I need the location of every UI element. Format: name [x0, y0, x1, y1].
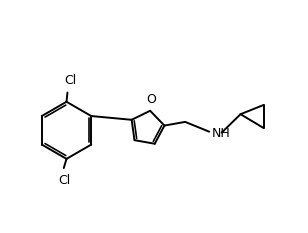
Text: O: O — [147, 93, 156, 106]
Text: Cl: Cl — [58, 174, 71, 187]
Text: Cl: Cl — [64, 74, 76, 87]
Text: NH: NH — [212, 127, 230, 140]
